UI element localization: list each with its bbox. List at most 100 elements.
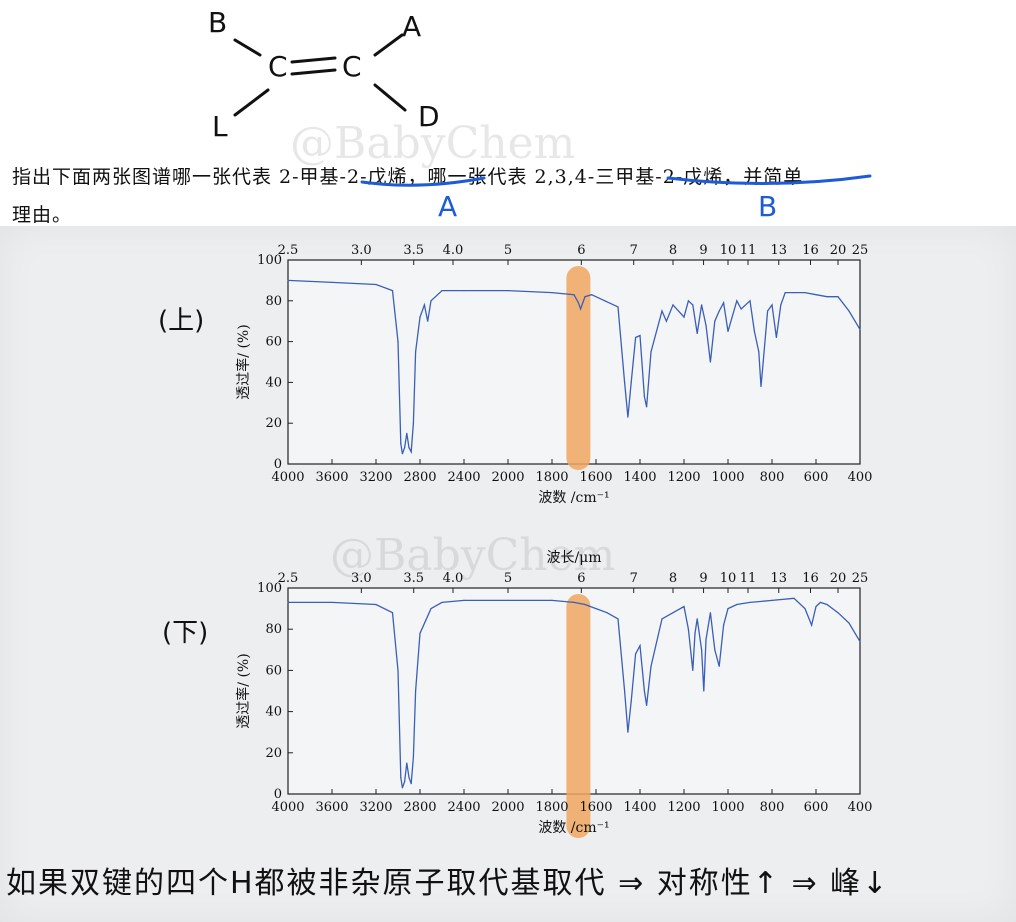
top-tick-label: 2.5	[278, 243, 299, 258]
y-tick-label: 40	[265, 375, 282, 390]
x-tick-label: 1000	[711, 800, 744, 815]
spectrum-point	[551, 292, 553, 294]
spectrum-point	[661, 618, 663, 620]
top-tick-label: 2.5	[278, 571, 299, 586]
top-chart-label: (上)	[158, 306, 205, 336]
top-tick-label: 13	[770, 571, 787, 586]
spectrum-point	[412, 756, 414, 758]
top-tick-label: 11	[740, 571, 757, 586]
top-tick-label: 7	[630, 243, 638, 258]
y-axis-title: 透过率/ (%)	[235, 653, 252, 728]
spectrum-point	[430, 608, 432, 610]
atom-top-left: B	[208, 6, 228, 39]
spectrum-point	[718, 310, 720, 312]
spectrum-point	[848, 622, 850, 624]
spectrum-point	[819, 601, 822, 604]
spectrum-point	[463, 290, 465, 292]
x-axis-title: 波数 /cm⁻¹	[538, 490, 609, 506]
spectrum-point	[408, 447, 410, 449]
spectrum-point	[419, 632, 421, 634]
spectrum-point	[826, 296, 828, 298]
x-tick-label: 4000	[271, 800, 304, 815]
x-tick-label: 600	[804, 470, 829, 485]
spectrum-point	[624, 381, 626, 383]
spectrum-point	[780, 304, 782, 306]
spectrum-point	[815, 605, 817, 608]
y-axis-title: 透过率/ (%)	[235, 324, 252, 399]
spectrum-point	[775, 336, 778, 339]
ir-spectrum-bottom: 4000 3600 3200 2800 2400 2000 1800 1600 1400 1200…	[235, 550, 873, 838]
spectrum-point	[694, 632, 696, 634]
spectrum-point	[705, 324, 707, 326]
spectrum-point	[762, 361, 764, 363]
top-tick-label: 16	[802, 243, 819, 258]
spectrum-point	[591, 294, 593, 296]
top-tick-label: 25	[852, 243, 869, 258]
spectrum-point	[630, 381, 632, 383]
x-tick-label: 1800	[535, 800, 568, 815]
spectrum-point	[430, 300, 432, 302]
spectrum-point	[703, 690, 705, 692]
top-tick-label: 9	[699, 571, 707, 586]
x-tick-label: 400	[848, 800, 873, 815]
spectrum-point	[287, 279, 289, 281]
spectrum-point	[400, 776, 402, 779]
highlight-band	[566, 594, 591, 838]
x-tick-label: 800	[760, 800, 785, 815]
spectrum-point	[604, 300, 606, 302]
x-tick-label: 2800	[403, 470, 436, 485]
top-tick-label: 4.0	[443, 571, 464, 586]
y-tick-label: 80	[265, 622, 282, 637]
label-b: B	[758, 190, 778, 223]
x-tick-label: 3200	[359, 800, 392, 815]
spectrum-point	[584, 296, 586, 298]
spectrum-point	[793, 597, 795, 599]
spectrum-point	[749, 601, 751, 604]
spectrum-point	[692, 304, 694, 306]
y-tick-label: 100	[257, 253, 282, 268]
spectrum-point	[419, 316, 421, 318]
spectrum-point	[687, 300, 689, 302]
spectrum-point	[441, 601, 443, 604]
spectrum-point	[714, 649, 716, 651]
spectrum-point	[692, 669, 694, 671]
spectrum-point	[683, 605, 685, 608]
spectrum-point	[753, 330, 756, 332]
spectrum-point	[617, 618, 619, 620]
top-tick-label: 6	[577, 571, 585, 586]
top-tick-label: 6	[577, 243, 585, 258]
spectrum-point	[635, 653, 637, 655]
spectrum-point	[580, 308, 582, 310]
spectrum-point	[639, 645, 641, 647]
top-tick-label: 10	[720, 243, 737, 258]
spectrum-point	[736, 603, 738, 606]
x-tick-label: 1600	[579, 470, 612, 485]
spectrum-point	[767, 310, 769, 312]
x-tick-label: 3200	[359, 470, 392, 485]
y-tick-label: 60	[265, 663, 282, 678]
bottom-chart-label: (下)	[162, 618, 209, 648]
spectrum-point	[749, 300, 751, 302]
y-tick-label: 0	[274, 457, 282, 472]
spectrum-point	[740, 308, 742, 310]
spectrum-point	[815, 294, 817, 296]
x-tick-label: 1600	[579, 800, 612, 815]
top-tick-label: 3.0	[351, 243, 372, 258]
spectrum-point	[331, 281, 333, 284]
spectrum-point	[287, 601, 289, 604]
y-tick-label: 60	[265, 335, 282, 350]
top-tick-label: 8	[669, 571, 677, 586]
top-tick-label: 20	[830, 243, 847, 258]
spectrum-point	[714, 320, 716, 322]
spectrum-point	[696, 618, 698, 620]
spectrum-point	[406, 432, 408, 434]
x-tick-label: 1400	[623, 470, 656, 485]
y-tick-label: 40	[265, 705, 282, 720]
spectrum-point	[410, 783, 412, 785]
spectrum-point	[736, 300, 738, 302]
spectrum-point	[404, 781, 406, 783]
spectrum-point	[760, 385, 762, 388]
spectrum-point	[727, 608, 729, 610]
spectrum-point	[804, 292, 806, 294]
spectrum-point	[375, 603, 377, 606]
